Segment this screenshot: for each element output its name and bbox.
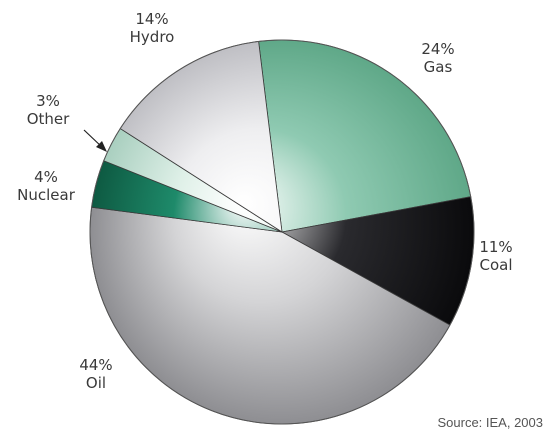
slice-percent-nuclear: 4% <box>34 168 58 186</box>
source-note: Source: IEA, 2003 <box>437 415 543 430</box>
pie-labels: 24% Gas 11% Coal 44% Oil 4% Nuclear 3% Other 14% Hy… <box>17 10 513 392</box>
slice-label-other: 3% Other <box>27 92 70 128</box>
pie-outline <box>89 39 475 425</box>
slice-label-oil: 44% Oil <box>79 356 112 392</box>
slice-name-other: Other <box>27 110 70 128</box>
slice-name-oil: Oil <box>86 374 106 392</box>
slice-percent-hydro: 14% <box>135 10 168 28</box>
slice-percent-coal: 11% <box>479 238 512 256</box>
slice-name-gas: Gas <box>424 58 453 76</box>
pie-slices <box>89 39 475 425</box>
slice-label-hydro: 14% Hydro <box>130 10 175 46</box>
slice-percent-other: 3% <box>36 92 60 110</box>
slice-name-coal: Coal <box>479 256 512 274</box>
slice-name-hydro: Hydro <box>130 28 175 46</box>
other-pointer-arrowhead <box>96 141 107 152</box>
slice-name-nuclear: Nuclear <box>17 186 76 204</box>
slice-percent-oil: 44% <box>79 356 112 374</box>
slice-label-coal: 11% Coal <box>479 238 512 274</box>
slice-percent-gas: 24% <box>421 40 454 58</box>
slice-label-gas: 24% Gas <box>421 40 454 76</box>
slice-label-nuclear: 4% Nuclear <box>17 168 76 204</box>
